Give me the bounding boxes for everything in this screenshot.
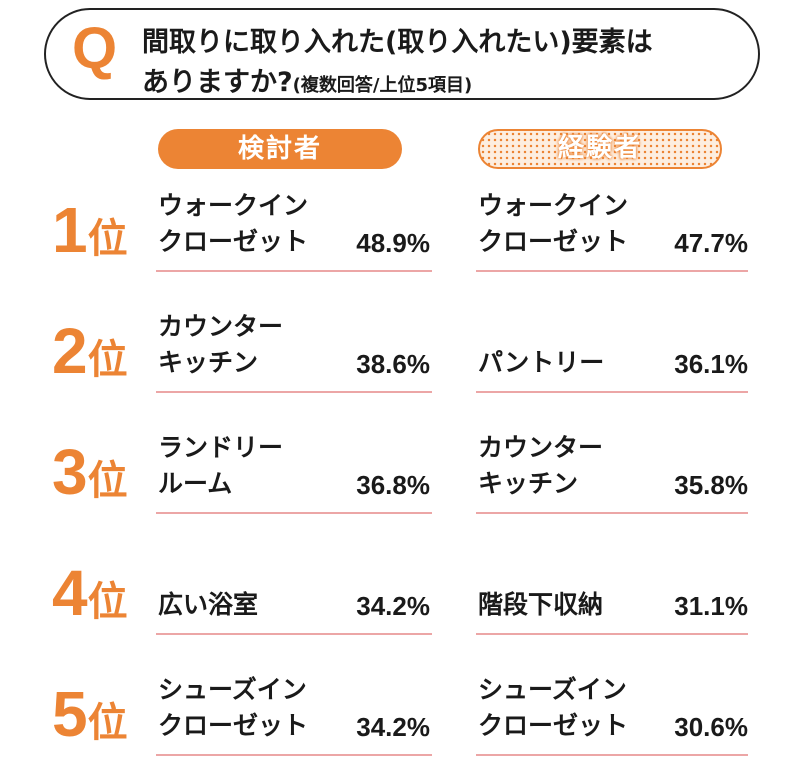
rank-5: 5位 [52, 682, 128, 748]
item-label-b: ウォークイン クローゼット [478, 191, 629, 256]
question-note: (複数回答/上位5項目) [292, 75, 473, 96]
percent-value-b: 47.7% [674, 228, 748, 258]
percent-value-b: 35.8% [674, 470, 748, 500]
question-line-1: 間取りに取り入れた(取り入れたい)要素は [142, 27, 653, 58]
rank-number: 5 [52, 678, 88, 750]
rank-suffix: 位 [87, 701, 128, 745]
item-label-a: 広い浴室 [158, 590, 259, 619]
item-label-b: カウンター キッチン [478, 433, 604, 498]
percent-value-a: 36.8% [356, 470, 430, 500]
row-divider-a [156, 391, 432, 393]
row-divider-b [476, 633, 748, 635]
item-label-b: シューズイン クローゼット [478, 675, 629, 740]
row-divider-b [476, 391, 748, 393]
group-header-experienced: 経験者 [478, 129, 722, 169]
row-divider-a [156, 270, 432, 272]
rank-suffix: 位 [87, 459, 128, 503]
question-line-2-text: ありますか? [142, 67, 293, 98]
item-label-a: シューズイン クローゼット [158, 675, 309, 740]
percent-value-b: 36.1% [674, 349, 748, 379]
question-letter: Q [72, 16, 118, 81]
group-header-considering: 検討者 [158, 129, 402, 169]
rank-1: 1位 [52, 198, 128, 264]
rank-3: 3位 [52, 440, 128, 506]
rank-4: 4位 [52, 561, 128, 627]
rank-2: 2位 [52, 319, 128, 385]
rank-suffix: 位 [87, 580, 128, 624]
percent-value-a: 34.2% [356, 712, 430, 742]
percent-value-a: 48.9% [356, 228, 430, 258]
item-label-b: 階段下収納 [478, 590, 604, 619]
question-box: Q 間取りに取り入れた(取り入れたい)要素は ありますか?(複数回答/上位5項目… [44, 8, 760, 100]
question-line-2: ありますか?(複数回答/上位5項目) [142, 60, 472, 99]
rank-number: 4 [52, 557, 88, 629]
rank-number: 2 [52, 315, 88, 387]
row-divider-a [156, 633, 432, 635]
group-header-experienced-label: 経験者 [557, 133, 642, 163]
percent-value-a: 34.2% [356, 591, 430, 621]
item-label-a: カウンター キッチン [158, 312, 284, 377]
rank-number: 3 [52, 436, 88, 508]
item-label-a: ランドリー ルーム [158, 433, 284, 498]
rank-number: 1 [52, 194, 88, 266]
percent-value-b: 31.1% [674, 591, 748, 621]
rank-suffix: 位 [87, 217, 128, 261]
row-divider-b [476, 512, 748, 514]
item-label-b: パントリー [478, 348, 605, 377]
row-divider-a [156, 754, 432, 756]
percent-value-a: 38.6% [356, 349, 430, 379]
percent-value-b: 30.6% [674, 712, 748, 742]
row-divider-b [476, 754, 748, 756]
row-divider-a [156, 512, 432, 514]
rank-suffix: 位 [87, 338, 128, 382]
row-divider-b [476, 270, 748, 272]
item-label-a: ウォークイン クローゼット [158, 191, 309, 256]
